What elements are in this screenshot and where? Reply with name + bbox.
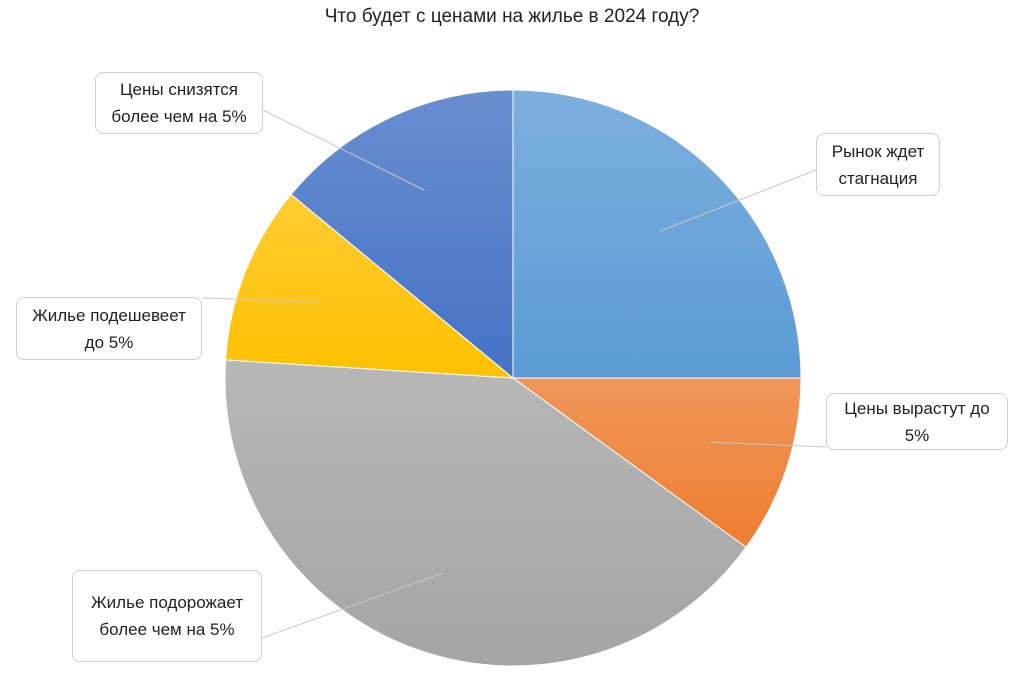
pie-slice <box>290 89 514 380</box>
data-label: Цены снизятся более чем на 5% <box>95 72 263 134</box>
data-label: Жилье подешевеет до 5% <box>16 297 202 360</box>
data-label: Рынок ждет стагнация <box>816 133 940 196</box>
leader-line <box>659 169 817 232</box>
leader-line <box>262 109 425 191</box>
chart-title: Что будет с ценами на жилье в 2024 году? <box>324 6 700 27</box>
leader-line <box>201 297 321 303</box>
leader-line <box>261 572 443 639</box>
data-label: Жилье подорожает более чем на 5% <box>72 570 262 662</box>
data-label: Цены вырастут до 5% <box>826 393 1008 450</box>
pie-slice <box>511 377 802 548</box>
pie-slice <box>224 359 747 667</box>
leader-line <box>710 441 827 448</box>
pie-slice <box>225 193 515 379</box>
pie-slice <box>512 89 802 379</box>
